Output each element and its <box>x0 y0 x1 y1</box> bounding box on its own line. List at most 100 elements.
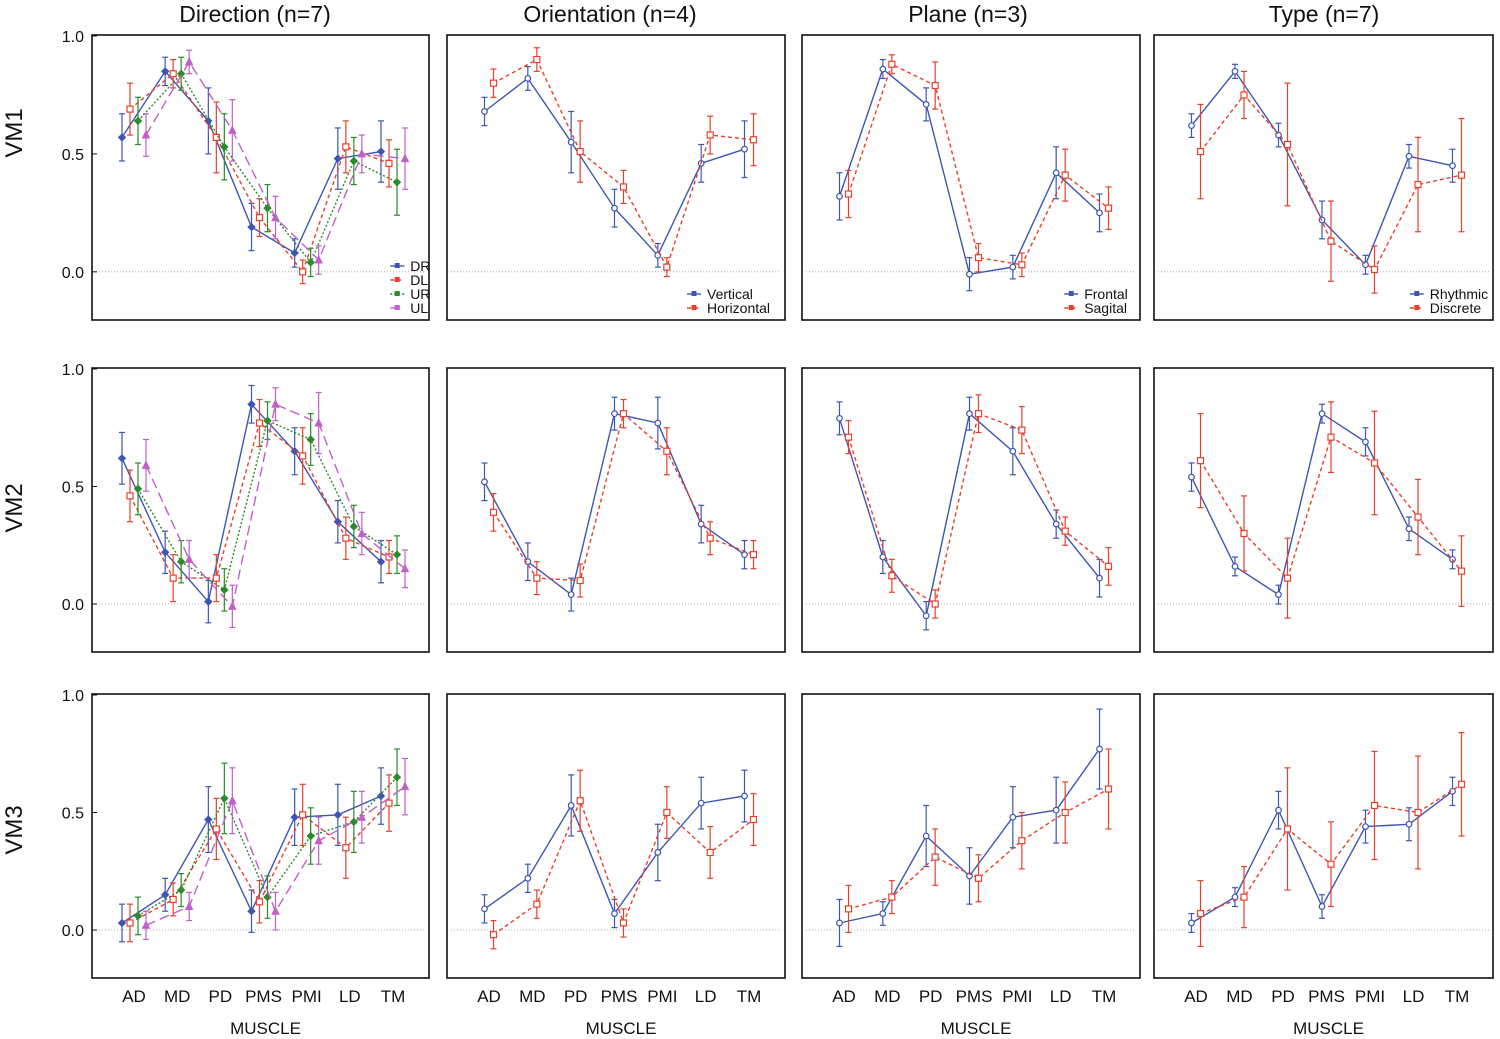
data-point <box>524 75 532 82</box>
series-Rhythmic <box>1188 63 1456 275</box>
data-point <box>271 212 280 222</box>
data-point <box>481 905 488 913</box>
data-point <box>619 183 628 191</box>
series-DR <box>117 767 386 943</box>
series-UR <box>133 56 402 278</box>
data-point <box>1104 204 1113 212</box>
data-point <box>533 900 541 908</box>
data-point <box>400 153 410 163</box>
series-UR <box>133 748 402 936</box>
series-Frontal <box>836 58 1103 292</box>
series-Horizontal <box>489 398 758 598</box>
data-point <box>255 213 264 222</box>
series-line <box>492 412 754 582</box>
legend-marker <box>1414 305 1420 310</box>
data-point <box>247 400 256 409</box>
chart-panel-VM3-3: AD MD PD PMS PMI LD TM MUSCLE <box>801 693 1141 1038</box>
data-point <box>1196 909 1205 918</box>
data-point <box>271 906 280 915</box>
data-point <box>888 572 896 580</box>
series-DR <box>117 384 386 624</box>
legend-label: UL <box>410 300 428 316</box>
data-point <box>184 901 194 910</box>
data-point <box>844 433 853 441</box>
data-point <box>663 808 671 817</box>
data-point <box>844 190 853 198</box>
series-line <box>484 77 745 257</box>
data-point <box>1009 813 1017 821</box>
data-point <box>888 893 896 901</box>
data-point <box>1104 562 1113 571</box>
y-tick-label: 0.5 <box>62 147 84 164</box>
x-tick-label: MD <box>164 987 190 1006</box>
data-point <box>1061 808 1069 817</box>
data-point <box>576 147 584 156</box>
x-tick-label: AD <box>122 987 146 1006</box>
y-tick-label: 0.5 <box>62 806 84 823</box>
data-point <box>299 452 307 460</box>
data-point <box>184 56 194 66</box>
plot-frame <box>1153 34 1494 321</box>
plot-frame <box>446 367 786 653</box>
data-point <box>349 156 359 166</box>
x-tick-label: PMI <box>1355 987 1385 1006</box>
series-Frontal <box>836 396 1103 631</box>
data-point <box>376 791 386 801</box>
data-point <box>1318 903 1326 910</box>
series-line <box>838 67 1100 275</box>
data-point <box>176 557 186 566</box>
data-point <box>1240 529 1248 538</box>
data-point <box>879 910 887 917</box>
x-axis-label: MUSCLE <box>586 1019 657 1038</box>
data-point <box>333 810 343 820</box>
plot-frame <box>801 367 1141 653</box>
series-Rhythmic <box>1188 403 1456 605</box>
data-point <box>1018 261 1026 269</box>
data-point <box>1457 171 1466 179</box>
data-point <box>1188 122 1195 130</box>
data-point <box>749 815 758 824</box>
column-title: Plane (n=3) <box>908 1 1028 27</box>
data-point <box>1188 473 1195 481</box>
data-point <box>1275 591 1282 598</box>
data-point <box>376 147 386 156</box>
legend-label: DL <box>410 272 428 288</box>
x-tick-label: LD <box>339 987 361 1006</box>
chart-panel-VM3-2: AD MD PD PMS PMI LD TM MUSCLE <box>446 693 786 1038</box>
data-point <box>1405 820 1413 828</box>
data-point <box>1104 785 1113 793</box>
x-tick-label: AD <box>1184 987 1208 1006</box>
data-point <box>1009 447 1017 455</box>
legend-label: DR <box>410 258 430 274</box>
data-point <box>1362 438 1369 446</box>
data-point <box>357 812 367 821</box>
data-point <box>299 811 307 819</box>
data-point <box>1283 574 1292 582</box>
column-title: Orientation (n=4) <box>523 1 696 27</box>
data-point <box>533 574 541 582</box>
chart-panel-VM3-1: 1.0 0.5 0.0 AD MD PD PMS PMI LD TM MUSCLE <box>62 688 430 1038</box>
x-tick-label: PD <box>919 987 943 1006</box>
legend-label: Rhythmic <box>1430 286 1488 302</box>
data-point <box>392 178 402 187</box>
x-tick-label: PMS <box>1308 987 1345 1006</box>
data-point <box>306 831 315 841</box>
data-point <box>697 799 705 807</box>
data-point <box>741 551 748 559</box>
data-point <box>1096 745 1103 753</box>
data-point <box>204 815 213 824</box>
data-point <box>697 520 705 528</box>
data-point <box>1196 457 1205 465</box>
data-point <box>400 563 410 573</box>
chart-panel-VM2-1: 1.0 0.5 0.0 <box>62 362 430 653</box>
series-line <box>129 72 390 274</box>
x-tick-label: TM <box>381 987 406 1006</box>
data-point <box>524 558 532 566</box>
data-point <box>314 417 323 427</box>
data-point <box>741 792 748 800</box>
x-axis-label: MUSCLE <box>1293 1019 1364 1038</box>
data-point <box>654 849 662 856</box>
